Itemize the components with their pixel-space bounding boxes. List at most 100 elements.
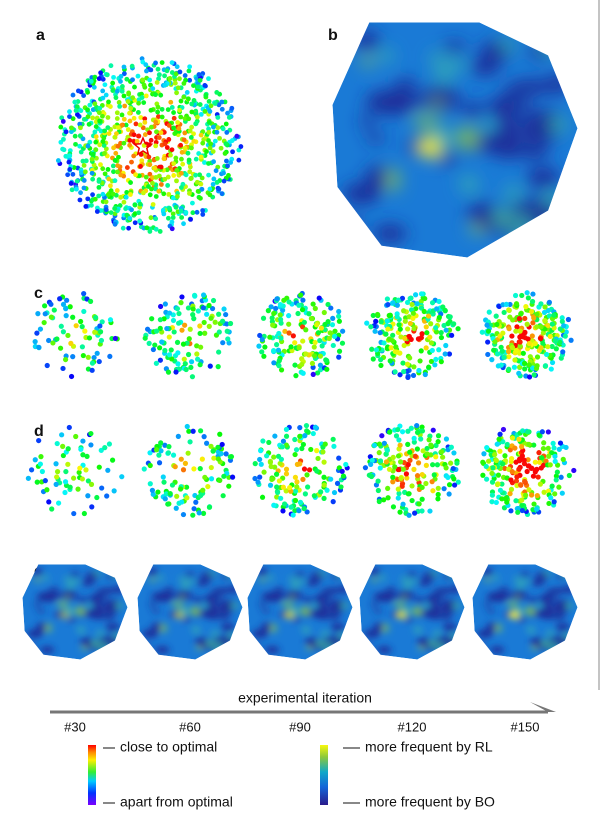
scatter-dot xyxy=(416,501,422,507)
scatter-dot xyxy=(169,226,175,232)
scatter-dot xyxy=(166,137,172,142)
scatter-dot xyxy=(99,319,105,325)
scatter-dot xyxy=(122,103,128,109)
scatter-dot xyxy=(65,172,71,178)
scatter-dot xyxy=(172,80,178,86)
scatter-dot xyxy=(525,429,531,435)
scatter-dot xyxy=(563,329,569,335)
scatter-dot xyxy=(90,176,96,182)
scatter-dot xyxy=(185,351,192,358)
scatter-dot xyxy=(189,374,196,380)
scatter-dot xyxy=(494,441,500,447)
scatter-dot xyxy=(96,184,102,190)
scatter-dot xyxy=(372,328,378,334)
scatter-dot xyxy=(509,455,515,462)
scatter-dot xyxy=(208,315,214,321)
scatter-dot xyxy=(70,92,76,98)
scatter-dot xyxy=(150,202,156,207)
scatter-dot xyxy=(446,491,452,497)
scatter-dot xyxy=(71,475,77,481)
scatter-dot xyxy=(147,481,153,487)
scatter-dot xyxy=(182,116,188,121)
scatter-dot xyxy=(157,229,163,234)
scatter-dot xyxy=(548,366,554,372)
scatter-dot xyxy=(210,448,216,454)
scatter-dot xyxy=(142,132,148,137)
scatter-dot xyxy=(443,342,449,349)
scatter-dot xyxy=(229,105,235,111)
scatter-dot xyxy=(492,339,498,345)
scatter-dot xyxy=(185,96,191,102)
scatter-dot xyxy=(512,292,519,299)
scatter-dot xyxy=(190,311,196,318)
scatter-dot xyxy=(93,314,99,321)
scatter-dot xyxy=(319,343,325,349)
scatter-dot xyxy=(201,319,207,326)
scatter-dot xyxy=(481,451,487,457)
scatter-dot xyxy=(136,133,141,139)
scatter-dot xyxy=(114,131,119,137)
scatter-dot xyxy=(318,489,324,495)
scatter-dot xyxy=(538,345,544,351)
scatter-dot xyxy=(411,326,417,332)
scatter-dot xyxy=(546,299,552,305)
scatter-dot xyxy=(105,192,111,198)
scatter-dot xyxy=(385,495,391,501)
scatter-dot xyxy=(415,460,422,466)
scatter-dot xyxy=(73,323,79,329)
scatter-dot xyxy=(532,340,538,347)
scatter-dot xyxy=(60,365,66,372)
scatter-dot xyxy=(115,169,120,175)
scatter-dot xyxy=(509,469,515,475)
scatter-dot xyxy=(100,166,106,172)
scatter-dot xyxy=(292,362,298,368)
scatter-dot xyxy=(210,181,216,187)
scatter-dot xyxy=(480,459,486,465)
scatter-dot xyxy=(390,454,396,460)
scatter-dot xyxy=(540,462,547,468)
scatter-dot xyxy=(150,346,156,353)
scatter-dot xyxy=(499,348,505,354)
scatter-dot xyxy=(513,498,519,504)
scatter-dot xyxy=(174,90,179,96)
scatter-dot xyxy=(397,350,403,356)
scatter-dot xyxy=(83,158,89,164)
scatter-dot xyxy=(193,121,199,127)
scatter-dot xyxy=(258,461,264,467)
scatter-dot xyxy=(154,80,160,85)
scatter-dot xyxy=(506,354,512,360)
scatter-dot xyxy=(277,460,283,467)
scatter-dot xyxy=(400,360,406,366)
scatter-dot xyxy=(34,330,40,336)
scatter-dot xyxy=(384,318,390,324)
scatter-dot xyxy=(274,342,280,348)
scatter-dot xyxy=(534,324,540,330)
scatter-dot xyxy=(534,354,541,360)
scatter-dot xyxy=(93,124,99,129)
scatter-dot xyxy=(176,366,182,372)
scatter-dot xyxy=(284,295,290,301)
scatter-dot xyxy=(147,450,153,456)
scatter-dot xyxy=(270,322,276,328)
scatter-dot xyxy=(545,307,551,314)
scatter-dot xyxy=(141,190,146,196)
scatter-dot xyxy=(171,329,177,335)
scatter-dot xyxy=(148,107,154,113)
scatter-dot xyxy=(504,441,510,448)
scatter-dot xyxy=(563,444,569,451)
scatter-dot xyxy=(451,321,457,327)
scatter-dot xyxy=(223,451,229,457)
scatter-dot xyxy=(181,137,187,143)
scatter-dot xyxy=(280,508,286,514)
scatter-dot xyxy=(484,476,490,482)
scatter-dot xyxy=(127,137,133,143)
scatter-dot xyxy=(275,489,281,496)
scatter-dot xyxy=(197,102,203,107)
scatter-dot xyxy=(169,219,175,225)
scatter-dot xyxy=(219,441,225,448)
scatter-dot xyxy=(423,480,429,487)
scatter-dot xyxy=(60,301,67,308)
scatter-dot xyxy=(218,145,224,151)
scatter-dot xyxy=(160,207,166,213)
scatter-dot xyxy=(155,489,161,495)
